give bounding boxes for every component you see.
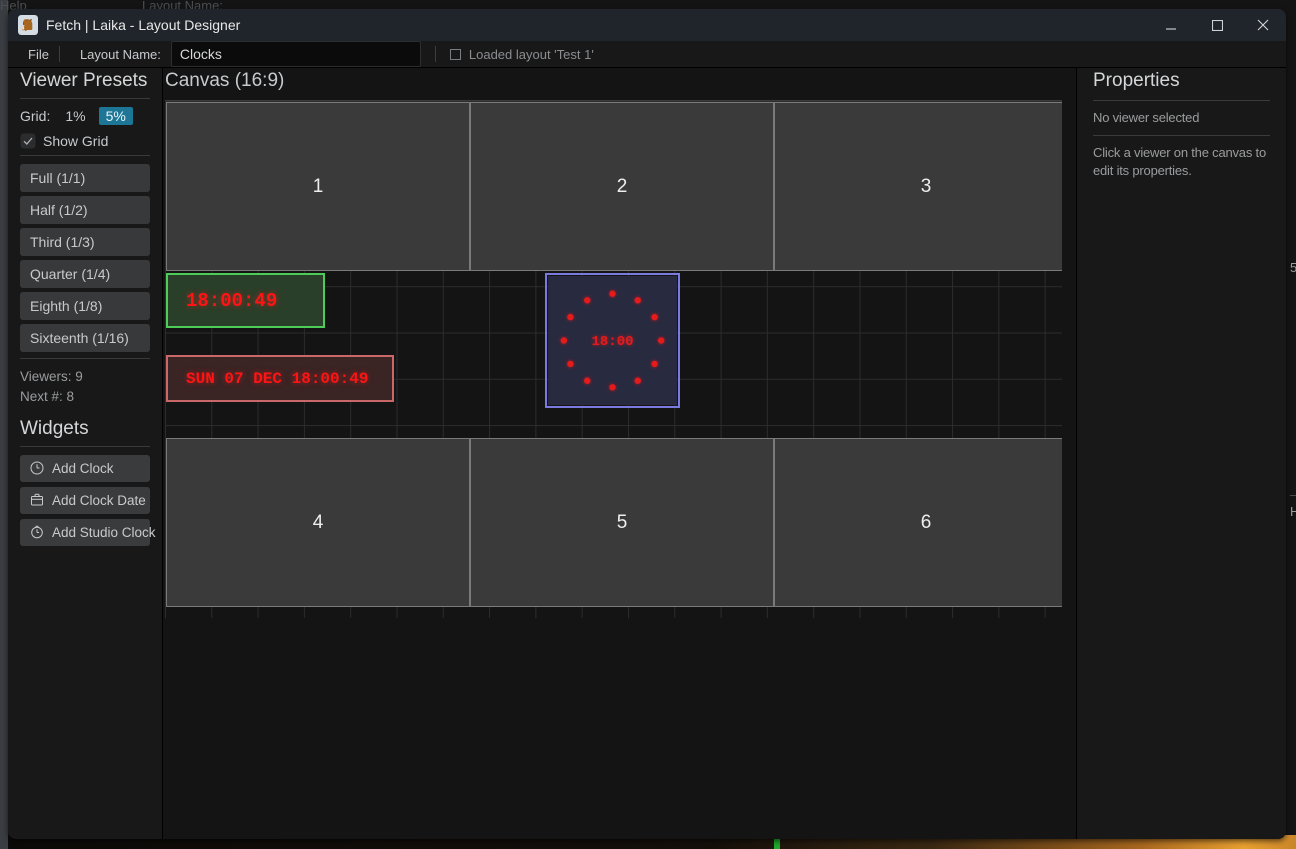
svg-text:18:00: 18:00	[591, 334, 633, 350]
